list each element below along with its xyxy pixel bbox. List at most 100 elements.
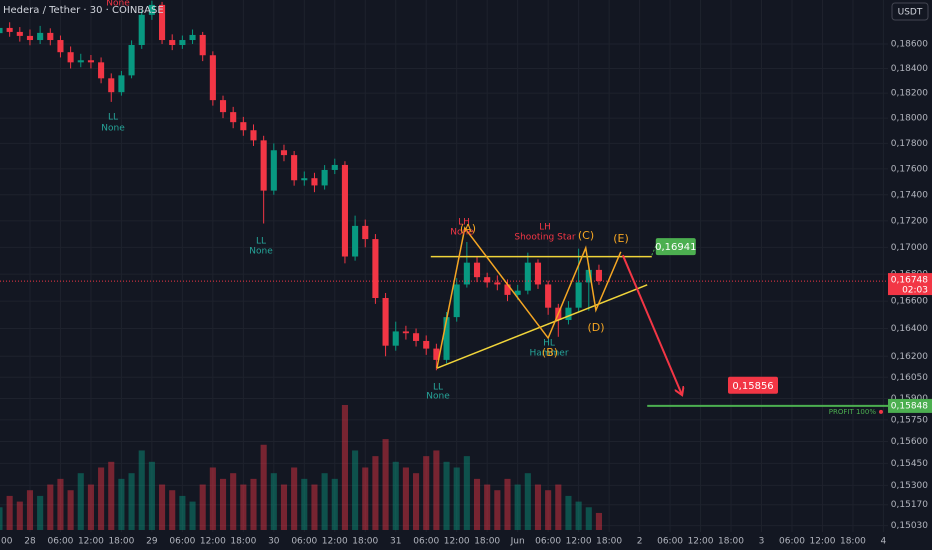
y-tick-label: 0,18000 xyxy=(891,114,928,124)
volume-bar xyxy=(250,478,257,530)
volume-bar xyxy=(189,501,196,530)
volume-bar xyxy=(463,456,470,530)
y-tick-label: 0,16050 xyxy=(891,373,928,383)
candle-body xyxy=(128,45,135,76)
candle-body xyxy=(443,317,450,360)
x-tick-label: 18:00 xyxy=(0,537,13,547)
x-tick-label: 3 xyxy=(759,537,765,547)
volume-bar xyxy=(534,484,542,530)
volume-bar xyxy=(524,473,531,530)
candle-body xyxy=(230,112,237,123)
y-tick-label: 0,18400 xyxy=(891,64,928,74)
candle-body xyxy=(524,262,531,291)
candle-body xyxy=(280,150,288,156)
candle-body xyxy=(169,40,176,46)
grid xyxy=(0,0,888,532)
candle-body xyxy=(402,331,409,334)
x-tick-label: 06:00 xyxy=(47,537,73,547)
candle-body xyxy=(423,340,430,349)
volume-bar xyxy=(77,473,84,530)
volume-bar xyxy=(585,507,592,530)
candle-body xyxy=(595,269,602,282)
candle-body xyxy=(6,27,13,32)
annotation: (C) xyxy=(578,229,594,242)
volume-bar xyxy=(392,461,399,530)
x-tick-label: 12:00 xyxy=(200,537,226,547)
volume-bar xyxy=(423,456,430,530)
candle-body xyxy=(352,225,359,257)
volume-bar xyxy=(219,478,227,530)
volume-bar xyxy=(169,490,176,530)
chart-title: Hedera / Tether · 30 · COINBASE xyxy=(3,5,164,16)
time-axis xyxy=(0,532,932,550)
volume-bar xyxy=(484,484,491,530)
entry-label: 0,16941 xyxy=(655,242,696,253)
candle-body xyxy=(311,178,318,186)
target-axis-tag xyxy=(888,398,932,413)
volume-bar xyxy=(433,450,440,530)
candle-body xyxy=(575,282,582,308)
candle-body xyxy=(433,348,440,360)
annotation: LL xyxy=(256,237,266,247)
y-tick-label: 0,17800 xyxy=(891,139,928,149)
volume-bar xyxy=(504,478,511,530)
volume-bar xyxy=(341,405,348,530)
profit-dot xyxy=(879,409,883,414)
candle-body xyxy=(138,14,145,46)
candle-body xyxy=(473,262,481,278)
x-tick-label: 12:00 xyxy=(322,537,348,547)
currency[interactable]: USDT xyxy=(898,8,923,18)
volume-layer xyxy=(0,405,602,530)
volume-bar xyxy=(453,467,460,530)
volume-bar xyxy=(209,467,216,530)
pattern-zigzag xyxy=(436,226,622,369)
volume-bar xyxy=(26,490,34,530)
x-tick-label: 12:00 xyxy=(444,537,470,547)
candle-body xyxy=(199,34,206,56)
y-tick-label: 0,16400 xyxy=(891,324,928,334)
annotation: (B) xyxy=(542,346,558,359)
target-box xyxy=(728,376,778,394)
x-tick-label: 12:00 xyxy=(809,537,835,547)
axes: 0,18600 0,18400 0,18200 0,18000 0,17800 0,176… xyxy=(0,40,928,547)
candle-body xyxy=(362,225,369,240)
annotation: HL xyxy=(543,339,555,349)
candle-body xyxy=(67,52,74,63)
y-tick-label: 0,17200 xyxy=(891,216,928,226)
last-price-label: 0,16748 xyxy=(891,276,928,286)
countdown: 02:03 xyxy=(902,286,928,296)
currency-box[interactable] xyxy=(891,2,929,21)
x-tick-label: 06:00 xyxy=(413,537,439,547)
entry-box xyxy=(655,238,696,256)
x-tick-label: 29 xyxy=(146,537,158,547)
volume-bar xyxy=(0,507,3,530)
candle-body xyxy=(0,27,3,34)
volume-bar xyxy=(362,467,369,530)
candle-body xyxy=(108,78,115,93)
candle-body xyxy=(321,169,328,186)
candle-body xyxy=(545,284,552,308)
annotation: (E) xyxy=(613,232,629,245)
candle-body xyxy=(148,4,155,15)
volume-bar xyxy=(87,484,94,530)
annotation: None xyxy=(426,392,450,402)
annotation: Shooting Star xyxy=(514,233,575,243)
candle-body xyxy=(37,32,44,41)
volume-bar xyxy=(291,467,298,530)
candle-layer xyxy=(0,0,602,371)
volume-bar xyxy=(595,512,602,530)
y-tick-label: 0,15300 xyxy=(891,481,928,491)
volume-bar xyxy=(260,444,267,530)
profit-label: PROFIT 100% xyxy=(829,408,877,416)
x-tick-label: 18:00 xyxy=(230,537,256,547)
volume-bar xyxy=(57,478,64,530)
annotation: None xyxy=(101,124,125,134)
x-tick-label: 18:00 xyxy=(108,537,134,547)
drawing-layer xyxy=(0,226,888,407)
annotation: Hammer xyxy=(529,349,568,359)
candle-body xyxy=(341,164,348,257)
y-tick-label: 0,15450 xyxy=(891,459,928,469)
volume-bar xyxy=(240,484,247,530)
candle-body xyxy=(331,164,338,170)
